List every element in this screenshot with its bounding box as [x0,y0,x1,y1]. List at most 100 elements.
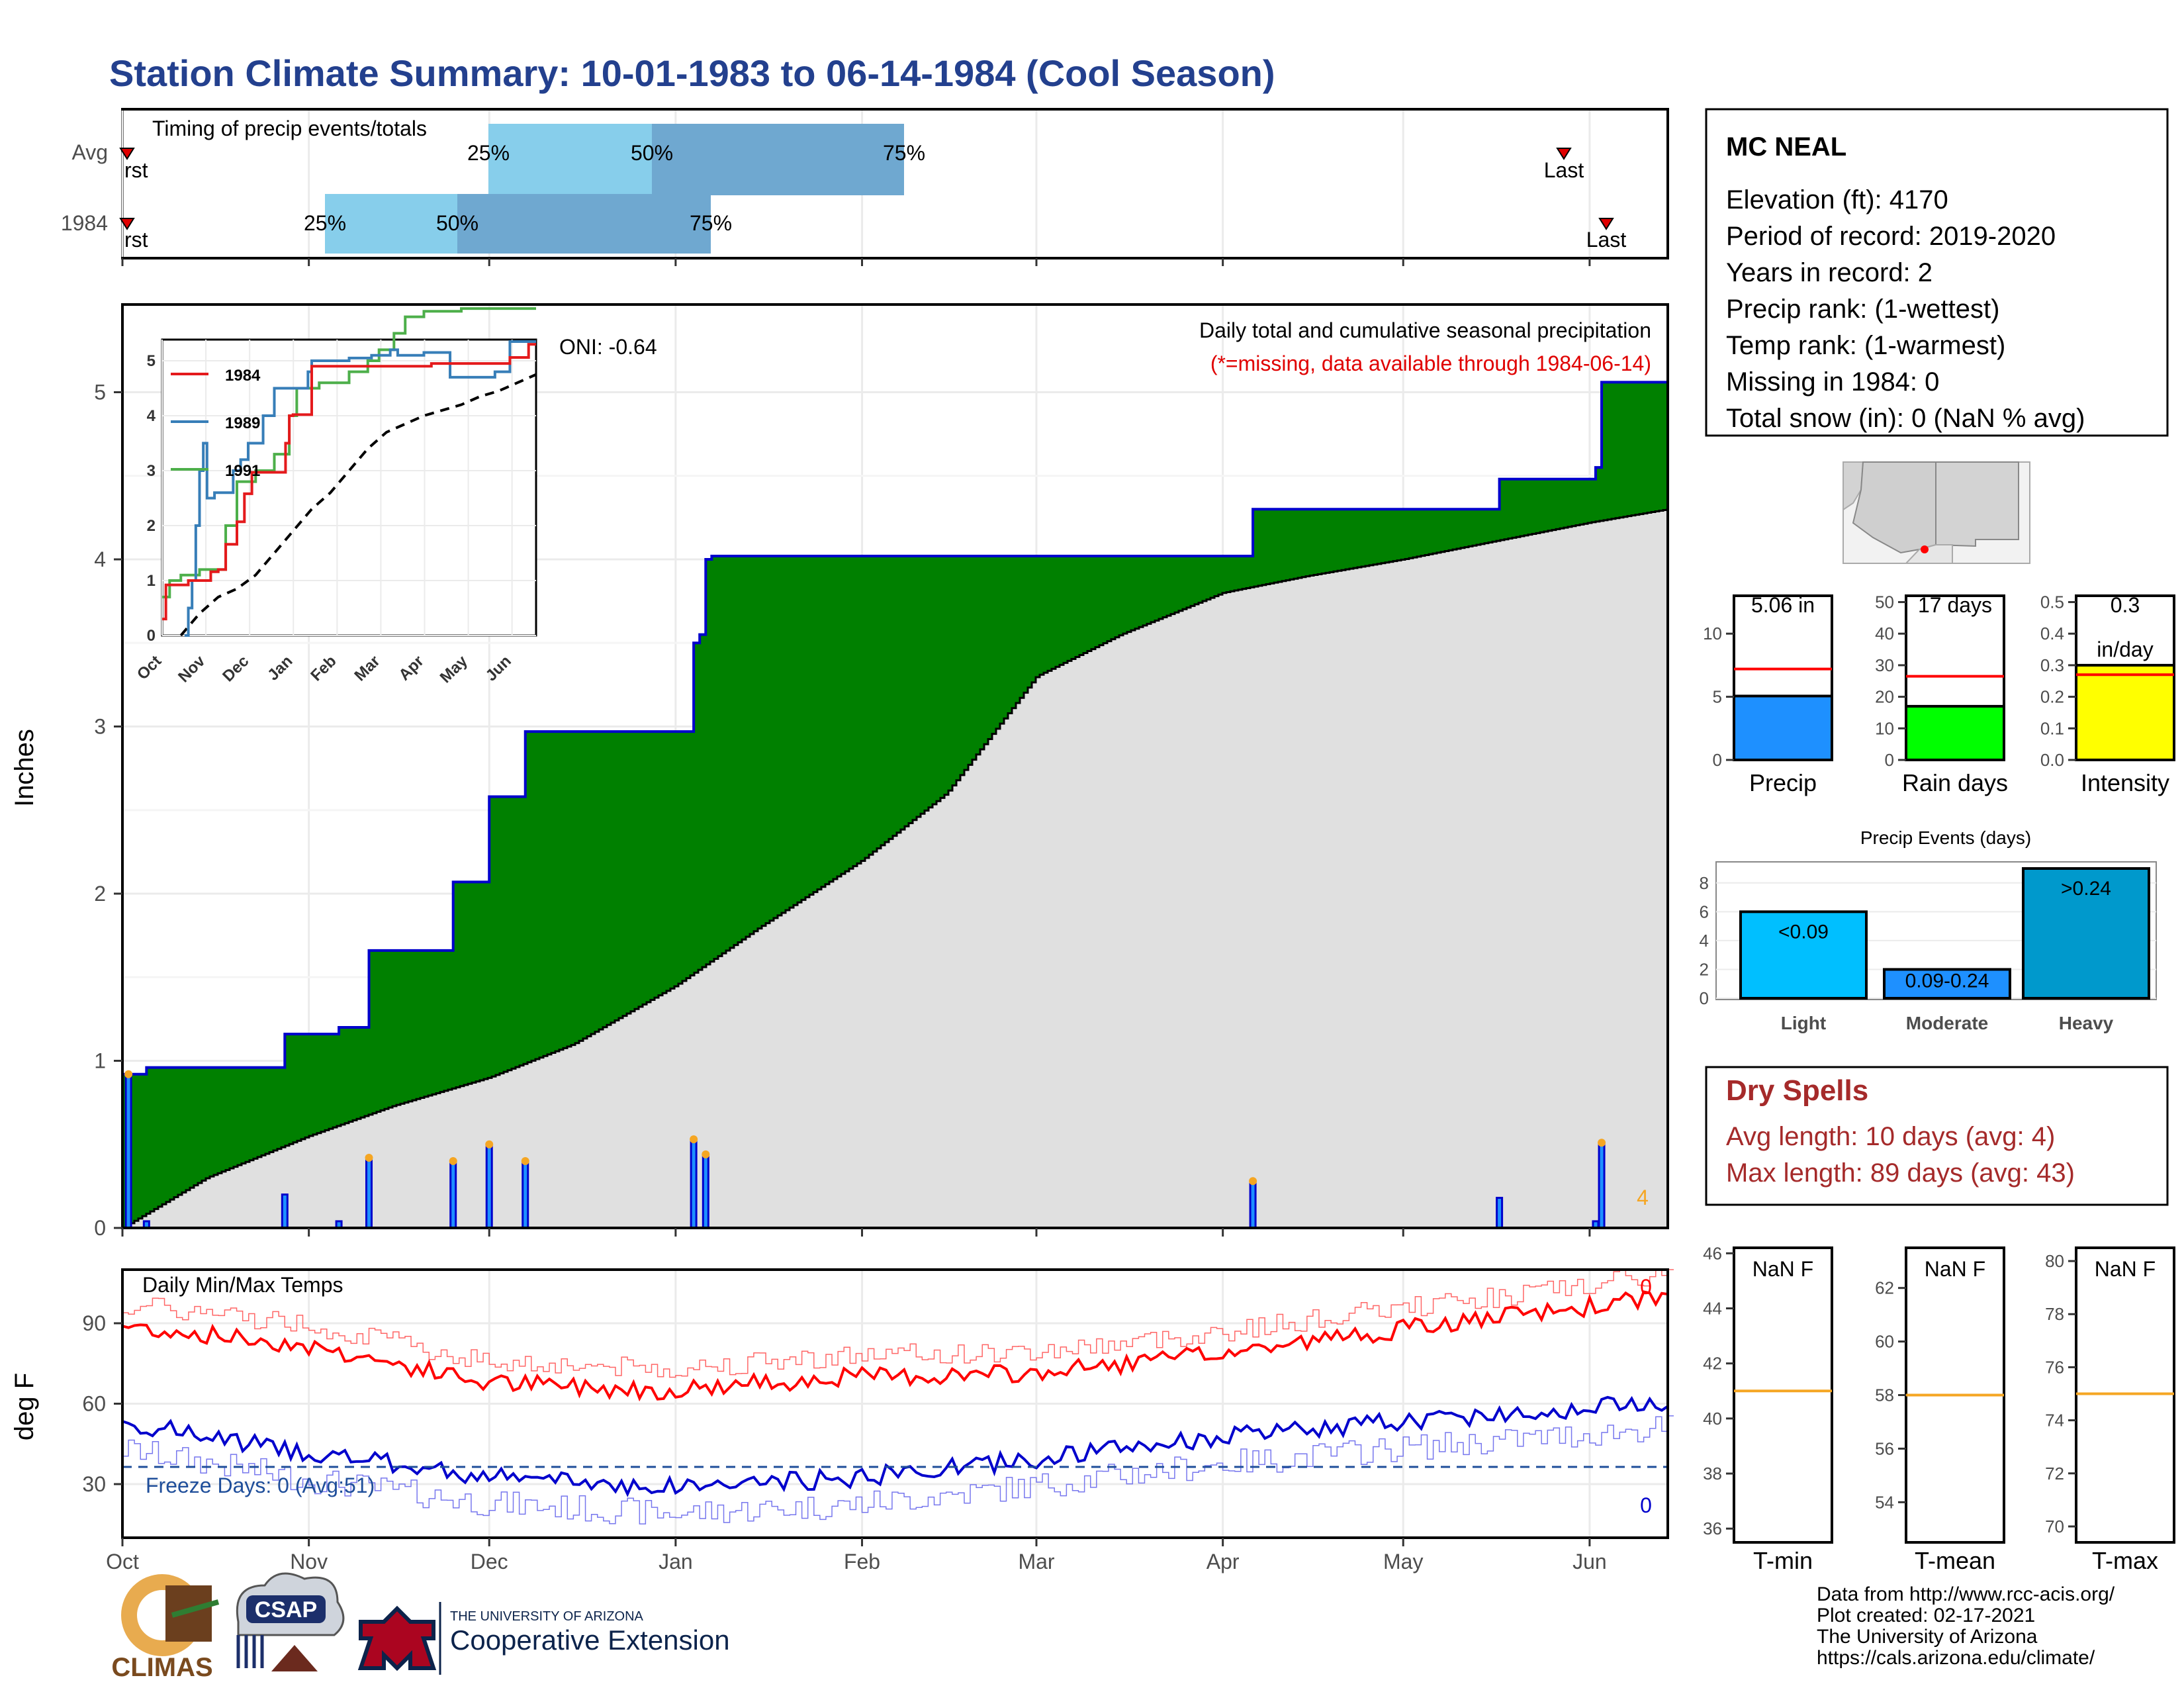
daily-precip-bar [1496,1197,1504,1229]
gauge-tick-label: 20 [1875,687,1894,707]
events-y-tick-label: 8 [1700,873,1709,893]
station-location-marker-icon [1921,545,1929,553]
daily-precip-bars [124,1070,1606,1229]
inset-series-1991 [162,307,536,598]
temp-x-tick-label: Nov [290,1550,328,1573]
timing-1984-q50: 50% [436,211,478,235]
inset-legend-1989: 1989 [225,414,260,432]
gauge-label: Rain days [1902,769,2008,796]
inset-legend-1991: 1991 [225,462,260,480]
events-x-label: Heavy [2059,1013,2114,1033]
temp-gauge-value: NaN F [1925,1257,1985,1281]
gauge-fill-0 [1733,694,1833,762]
summary-gauges: 0 5 10 5.06 in Precip 0 10 20 30 40 50 17 days Rain … [1703,592,2175,796]
events-y-tick-label: 6 [1700,902,1709,921]
temp-gauge-tick-label: 42 [1703,1354,1722,1374]
dry-spells-title: Dry Spells [1726,1074,1868,1107]
station-info-line: Total snow (in): 0 (NaN % avg) [1726,404,2085,433]
climas-logo-text: CLIMAS [111,1653,212,1682]
inset-y-tick-label: 2 [147,517,156,535]
temp-gauge-label: T-max [2092,1547,2158,1574]
temp-x-tick-label: Jan [659,1550,693,1573]
gauge-value: 5.06 in [1751,593,1815,617]
temp-panel: Daily Min/Max Temps Freeze Days: 0 (Avg:… [10,1268,1674,1573]
timing-avg-q75: 75% [883,141,925,165]
inset-chart: 1984 1989 1991 Oct Nov Dec Jan Feb Mar Apr May J… [134,307,537,686]
temp-grid [121,1270,1668,1538]
dry-spells-box: Dry Spells Avg length: 10 days (avg: 4) … [1705,1066,2169,1206]
timing-1984-q25: 25% [304,211,346,235]
tmax-normal-line [122,1269,1674,1378]
climas-logo: CLIMAS [111,1574,220,1682]
temp-x-tick-label: Oct [106,1550,139,1573]
tmax-line [122,1290,1668,1402]
temp-x-tick-label: May [1383,1550,1423,1573]
gauge-tick-label: 0.4 [2040,624,2064,643]
temp-gauge-value: NaN F [2095,1257,2156,1281]
station-info-line: Missing in 1984: 0 [1726,367,1939,397]
precip-y-tick-label: 1 [94,1049,106,1073]
timing-avg-q25: 25% [467,141,510,165]
temp-y-tick-label: 90 [82,1311,106,1335]
daily-precip-bar [690,1138,698,1229]
gauge-tick-label: 0.2 [2040,687,2064,707]
daily-precip-bar [281,1194,289,1229]
timing-row-label-avg: Avg [71,140,108,164]
gauge-tick-label: 0 [1885,750,1894,770]
heavy-day-marker [124,1070,133,1078]
page-title: Station Climate Summary: 10-01-1983 to 0… [109,52,1275,94]
inset-y-tick-label: 5 [147,352,156,370]
temp-gauge-frame [1733,1246,1833,1544]
inset-y-tick-label: 4 [147,407,156,425]
heavy-day-marker [1249,1177,1257,1186]
timing-avg-q50: 50% [631,141,673,165]
temp-gauge-value: NaN F [1752,1257,1813,1281]
gauge-tick-label: 0.0 [2040,750,2064,770]
precip-y-tick-label: 4 [94,547,106,571]
heavy-day-marker [702,1150,710,1158]
gauge-value: 0.3 [2111,593,2140,617]
gauge-tick-label: 0.5 [2040,592,2064,612]
heavy-day-marker [365,1153,373,1162]
temp-gauge-tick-label: 80 [2045,1251,2064,1271]
credit-line-1: Data from http://www.rcc-acis.org/ [1817,1583,2115,1605]
temp-gauge-label: T-min [1753,1547,1813,1574]
temp-x-tick-label: Apr [1206,1550,1240,1573]
credits: Data from http://www.rcc-acis.org/ Plot … [1817,1583,2115,1669]
tmin-normal-line [122,1415,1674,1524]
credit-line-4: https://cals.arizona.edu/climate/ [1817,1647,2095,1669]
csap-logo: CSAP [236,1572,345,1671]
gauge-fill-2 [2075,663,2175,762]
heavy-day-marker [485,1140,494,1149]
daily-precip-bar [449,1160,457,1229]
temp-gauge-tick-label: 74 [2045,1411,2064,1430]
timing-1984-q1-bar [325,194,457,254]
credit-line-3: The University of Arizona [1817,1626,2038,1648]
temp-gauge-tick-label: 70 [2045,1517,2064,1536]
gauge-label: Intensity [2081,769,2169,796]
events-bars: <0.09 0.09-0.24 >0.24 [1739,867,2150,1000]
temp-x-tick-label: Dec [471,1550,508,1573]
precip-missing-note: (*=missing, data available through 1984-… [1210,352,1651,375]
temp-y-tick-label: 30 [82,1472,106,1496]
events-bar-1 [1883,968,2011,1000]
daily-precip-bar [702,1153,709,1229]
timing-title: Timing of precip events/totals [152,117,427,140]
gauge-tick-label: 5 [1713,687,1722,707]
gauge-tick-label: 10 [1703,624,1722,643]
ua-logo: THE UNIVERSITY OF ARIZONA Cooperative Ex… [357,1602,730,1675]
gauge-tick-label: 50 [1875,592,1894,612]
station-name: MC NEAL [1726,132,1846,162]
gauge-fill-1 [1905,704,2005,762]
station-info-box: MC NEAL Elevation (ft): 4170 Period of re… [1705,108,2169,437]
inset-y-tick-label: 0 [147,627,156,645]
normal-cumulative-area [122,508,1669,1229]
oni-text: ONI: -0.64 [559,335,657,359]
inset-y-tick-label: 3 [147,462,156,480]
timing-1984-q2-bar [457,194,711,254]
events-bar-value-label: >0.24 [2061,878,2111,900]
timing-1984-last: Last [1586,228,1627,252]
temp-gauge-tick-label: 40 [1703,1409,1722,1429]
timing-1984-first-marker-icon [119,218,135,230]
precip-y-axis: 0 1 2 3 4 5 [94,381,1591,1240]
